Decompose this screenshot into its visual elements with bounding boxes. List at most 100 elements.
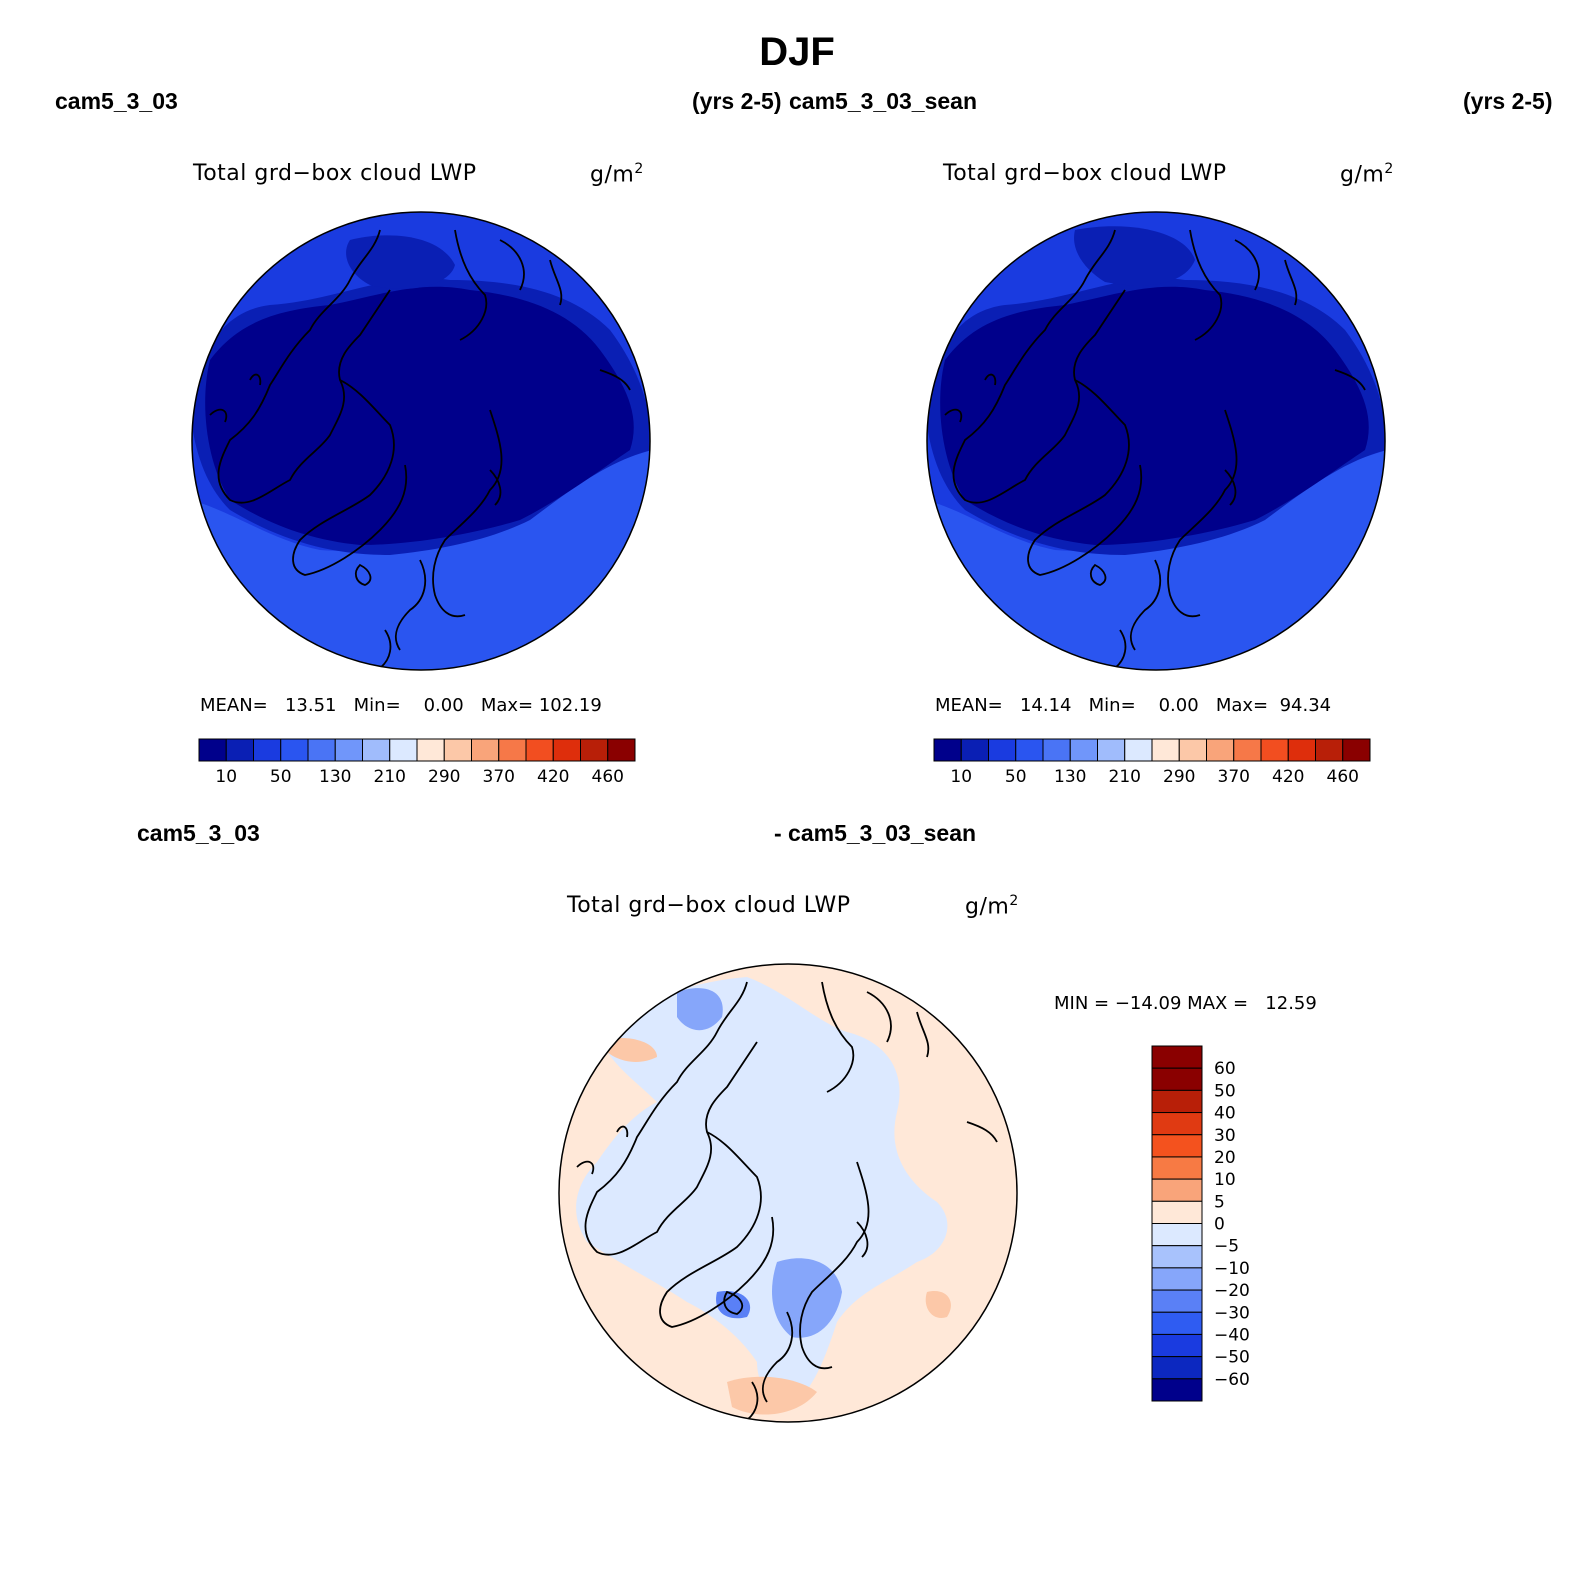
panel1-map-border: [191, 211, 651, 671]
panel1-field-patch: [346, 235, 455, 289]
panel2-polar-map: [926, 211, 1386, 671]
panel1-coastlines: [209, 229, 631, 669]
diff-field-patch-g: [925, 1291, 951, 1318]
panel1-colorbar-box-1: [225, 738, 254, 762]
panel1-colorbar-box-3: [280, 738, 309, 762]
diff-colorbar-box-6: [1151, 1178, 1203, 1202]
panel1-polar-map: [191, 211, 651, 671]
panel1-colorbar-tick-5: 370: [483, 767, 515, 787]
panel1-units-exp: 2: [634, 161, 644, 177]
panel2-colorbar-tick-6: 420: [1272, 767, 1304, 787]
panel1-stats: MEAN= 13.51 Min= 0.00 Max= 102.19: [200, 695, 602, 716]
panel1-colorbar-tick-6: 420: [537, 767, 569, 787]
panel2-colorbar-box-1: [960, 738, 989, 762]
panel1-colorbar-box-8: [416, 738, 445, 762]
panel2-colorbar-tick-0: 10: [950, 767, 972, 787]
panel1-case-label: cam5_3_03: [55, 88, 178, 114]
diff-colorbar-box-15: [1151, 1378, 1203, 1402]
diff-colorbar-box-3: [1151, 1112, 1203, 1136]
diff-colorbar-tick-9: −10: [1214, 1259, 1250, 1279]
panel2-colorbar-tick-2: 130: [1054, 767, 1086, 787]
panel1-max-value: 102.19: [538, 695, 602, 716]
panel2-stats: MEAN= 14.14 Min= 0.00 Max= 94.34: [935, 695, 1331, 716]
panel2-map-border: [926, 211, 1386, 671]
panel2-colorbar-box-10: [1206, 738, 1235, 762]
diff-colorbar-tick-4: 20: [1214, 1148, 1236, 1168]
panel2-colorbar-box-9: [1178, 738, 1207, 762]
diff-colorbar-box-8: [1151, 1223, 1203, 1247]
panel1-colorbar-box-7: [389, 738, 418, 762]
diff-colorbar-tick-7: 0: [1214, 1215, 1225, 1235]
diff-colorbar-box-9: [1151, 1245, 1203, 1269]
panel1-colorbar-tick-3: 210: [374, 767, 406, 787]
panel2-colorbar-tick-4: 290: [1163, 767, 1195, 787]
panel1-colorbar-box-0: [198, 738, 227, 762]
panel2-colorbar-tick-7: 460: [1327, 767, 1359, 787]
diff-colorbar-box-0: [1151, 1045, 1203, 1069]
diff-colorbar-box-10: [1151, 1267, 1203, 1291]
diff-colorbar-tick-11: −30: [1214, 1303, 1250, 1323]
panel2-max-label: Max=: [1215, 695, 1269, 716]
panel1-colorbar-box-10: [471, 738, 500, 762]
panel2-colorbar-box-13: [1287, 738, 1316, 762]
panel2-mean-value: 14.14: [1019, 695, 1072, 716]
panel1-max-label: Max=: [480, 695, 534, 716]
panel1-field-core: [205, 286, 634, 545]
panel1-colorbar-box-4: [307, 738, 336, 762]
panel2-mean-label: MEAN=: [935, 695, 1003, 716]
panel2-colorbar-tick-3: 210: [1109, 767, 1141, 787]
diff-colorbar-tick-0: 60: [1214, 1059, 1236, 1079]
panel2-field-core: [940, 286, 1369, 545]
panel2-units-base: g/m: [1340, 162, 1385, 188]
panel2-years-label: (yrs 2-5): [1463, 88, 1553, 114]
diff-units-exp: 2: [1009, 893, 1019, 909]
panel1-years-label: (yrs 2-5): [692, 88, 782, 114]
panel1-colorbar-box-12: [525, 738, 554, 762]
panel1-colorbar-box-2: [253, 738, 282, 762]
diff-colorbar-tick-2: 40: [1214, 1104, 1236, 1124]
panel2-colorbar-box-15: [1342, 738, 1371, 762]
diff-colorbar-box-7: [1151, 1200, 1203, 1224]
panel1-colorbar-box-15: [607, 738, 636, 762]
panel1-mean-value: 13.51: [284, 695, 337, 716]
diff-minmax: MIN = −14.09 MAX = 12.59: [1054, 993, 1317, 1014]
panel1-units: g/m2: [590, 161, 644, 187]
panel1-colorbar-box-11: [498, 738, 527, 762]
panel2-colorbar-box-14: [1315, 738, 1344, 762]
diff-polar-map: [558, 963, 1018, 1423]
panel2-colorbar: 10 50 130 210 290 370 420 460: [933, 738, 1371, 787]
panel2-colorbar-box-2: [988, 738, 1017, 762]
diff-colorbar-tick-10: −20: [1214, 1281, 1250, 1301]
diff-case-label-left: cam5_3_03: [137, 820, 260, 846]
diff-colorbar-box-2: [1151, 1089, 1203, 1114]
panel2-colorbar-box-5: [1069, 738, 1098, 762]
panel1-min-label: Min=: [353, 695, 401, 716]
diff-units: g/m2: [965, 893, 1019, 919]
panel2-colorbar-box-3: [1015, 738, 1044, 762]
diff-colorbar-tick-5: 10: [1214, 1170, 1236, 1190]
diff-colorbar-tick-1: 50: [1214, 1081, 1236, 1101]
diff-coastlines: [576, 981, 998, 1421]
panel2-units: g/m2: [1340, 161, 1394, 187]
panel1-colorbar: 10 50 130 210 290 370 420 460: [198, 738, 636, 787]
diff-colorbar-tick-8: −5: [1214, 1237, 1239, 1257]
panel2-coastlines: [944, 229, 1366, 669]
panel1-colorbar-tick-4: 290: [428, 767, 460, 787]
panel1-colorbar-box-13: [552, 738, 581, 762]
figure-title: DJF: [759, 30, 835, 74]
panel2-case-label: cam5_3_03_sean: [789, 88, 977, 114]
panel1-colorbar-tick-7: 460: [592, 767, 624, 787]
panel2-min-value: 0.00: [1158, 695, 1199, 716]
diff-colorbar-box-12: [1151, 1311, 1203, 1335]
panel1-colorbar-tick-2: 130: [319, 767, 351, 787]
panel2-min-label: Min=: [1088, 695, 1136, 716]
diff-colorbar-box-14: [1151, 1356, 1203, 1380]
panel2-colorbar-tick-1: 50: [1005, 767, 1027, 787]
panel1-colorbar-box-5: [334, 738, 363, 762]
diff-plot-title: Total grd−box cloud LWP: [567, 893, 851, 918]
panel2-colorbar-box-4: [1042, 738, 1071, 762]
diff-field-negative: [576, 977, 948, 1402]
panel2-field-patch: [1074, 226, 1195, 286]
panel2-plot-title: Total grd−box cloud LWP: [943, 161, 1227, 186]
